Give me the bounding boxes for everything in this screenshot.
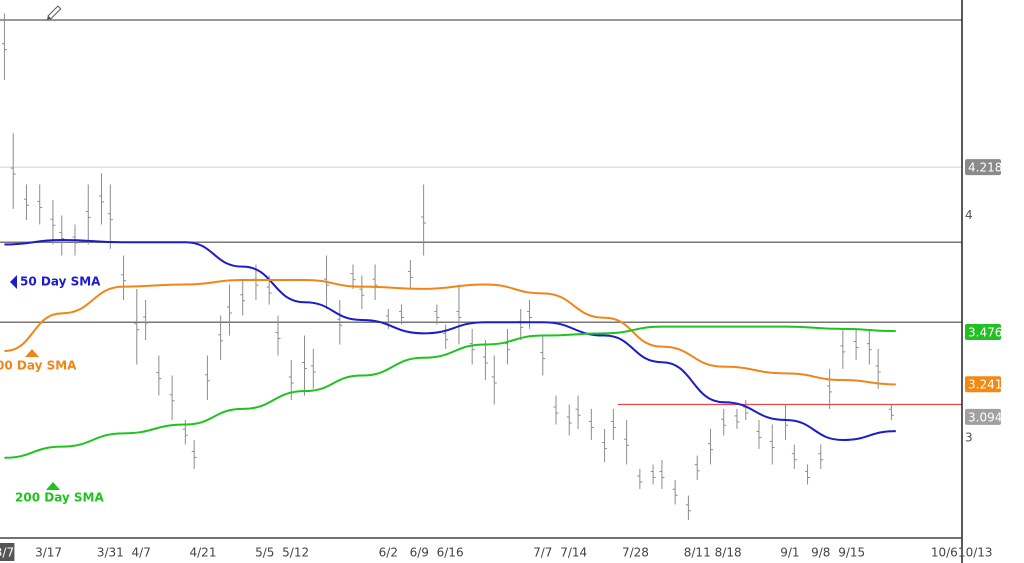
- price-marker-box: [965, 324, 1001, 340]
- x-tick-label: 10/6: [931, 546, 958, 560]
- sma-line: [4, 325, 896, 459]
- sma-line: [4, 279, 896, 386]
- x-tick-label: 7/7: [533, 546, 552, 560]
- legend-marker: [25, 349, 39, 357]
- x-tick-label: 8/18: [715, 546, 742, 560]
- legend-marker: [46, 482, 60, 490]
- legend-label: 50 Day SMA: [20, 275, 101, 289]
- x-tick-label: 6/16: [437, 546, 464, 560]
- x-tick-label: 3/17: [35, 546, 62, 560]
- price-marker-label: 4.218: [968, 161, 1002, 175]
- x-tick-label: 6/9: [410, 546, 429, 560]
- y-tick-label: 3: [965, 430, 973, 444]
- x-tick-label: 8/11: [684, 546, 711, 560]
- y-tick-label: 4: [965, 208, 973, 222]
- x-tick-label: 7/14: [560, 546, 587, 560]
- x-tick-label: 10/13: [958, 546, 993, 560]
- x-tick-label: 5/5: [255, 546, 274, 560]
- x-tick-label: 9/8: [811, 546, 830, 560]
- legend-label: 00 Day SMA: [0, 359, 77, 373]
- x-tick-label: 4/21: [190, 546, 217, 560]
- sma-line: [4, 238, 896, 442]
- x-label-highlight: [0, 543, 15, 561]
- price-marker-label: 3.241: [968, 378, 1002, 392]
- x-tick-label: 7/28: [622, 546, 649, 560]
- x-tick-label: 3/7: [0, 546, 14, 560]
- price-marker-box: [965, 376, 1001, 393]
- x-tick-label: 5/12: [282, 546, 309, 560]
- price-marker-box: [965, 408, 1001, 425]
- legend-marker: [10, 275, 17, 289]
- plot-area: [0, 13, 962, 520]
- legend-label: 200 Day SMA: [15, 491, 105, 505]
- x-tick-label: 3/31: [97, 546, 124, 560]
- price-marker-label: 3.476: [968, 326, 1002, 340]
- x-tick-label: 9/1: [780, 546, 799, 560]
- x-tick-label: 4/7: [132, 546, 151, 560]
- price-marker-box: [965, 159, 1001, 176]
- x-tick-label: 6/2: [379, 546, 398, 560]
- x-tick-label: 9/15: [838, 546, 865, 560]
- price-marker-label: 3.094: [968, 410, 1002, 424]
